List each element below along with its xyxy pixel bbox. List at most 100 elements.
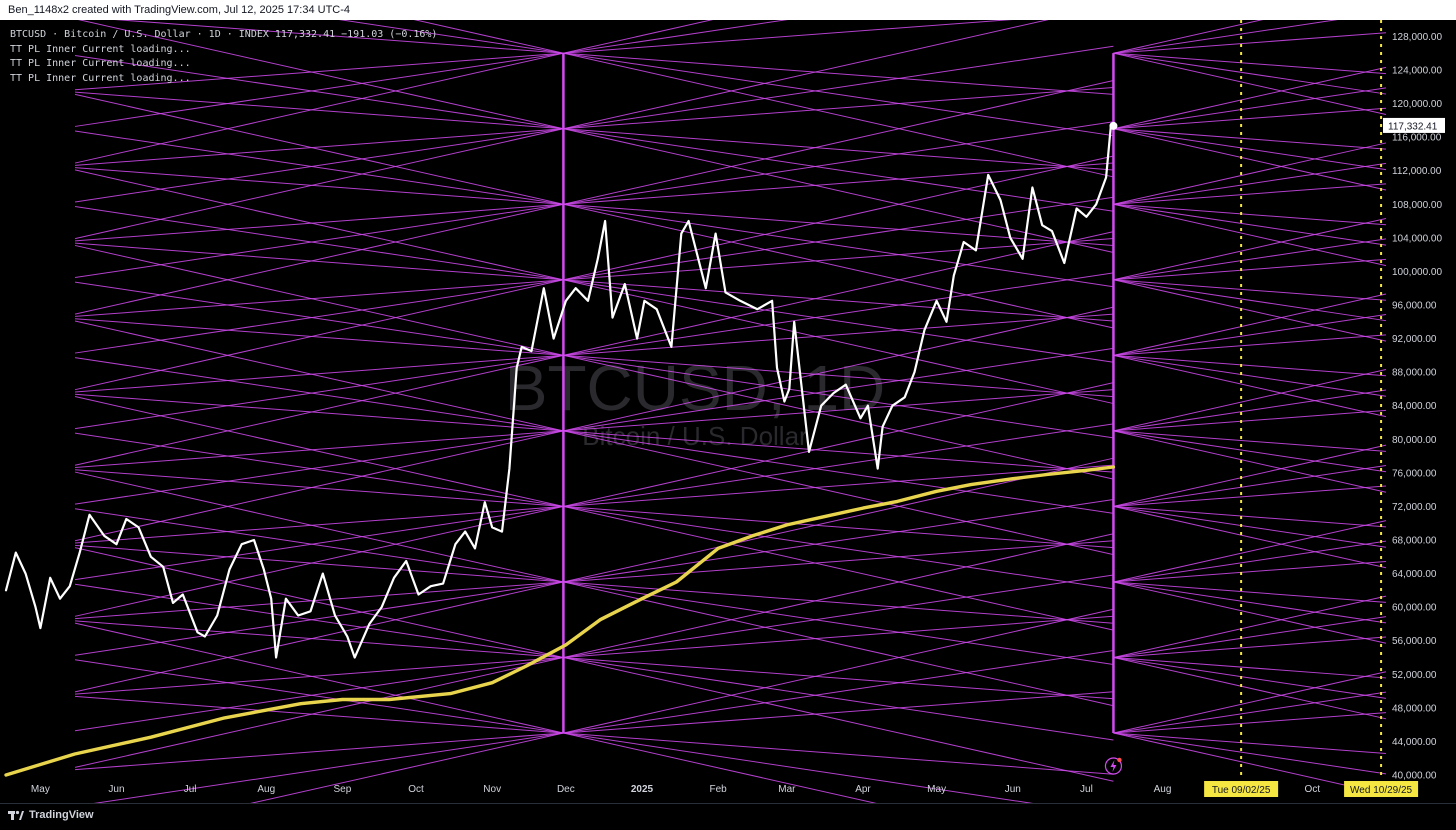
pitch-line <box>74 162 1114 242</box>
x-tick-label: Mar <box>778 784 796 795</box>
y-tick-label: 44,000.00 <box>1392 737 1437 748</box>
pitch-line <box>77 20 1114 253</box>
pitch-line <box>1113 20 1339 54</box>
pitch-line <box>74 313 1114 393</box>
pitch-line <box>74 130 1114 288</box>
y-tick-label: 104,000.00 <box>1392 233 1442 244</box>
x-tick-label: Aug <box>1154 784 1172 795</box>
x-tick-label: Oct <box>408 784 424 795</box>
y-axis[interactable]: 40,000.00 44,000.00 48,000.00 52,000.00 56,0… <box>1383 32 1445 782</box>
tradingview-brand: TradingView <box>29 809 94 821</box>
pitch-line <box>74 54 1114 212</box>
y-tick-label: 72,000.00 <box>1392 502 1437 513</box>
pitch-line <box>1113 505 1387 528</box>
pitch-line <box>74 457 1114 693</box>
pitch-line <box>74 206 1114 363</box>
pitch-line <box>114 20 1114 95</box>
date-marker-badge <box>1344 781 1419 797</box>
pitch-line <box>1113 354 1387 377</box>
y-tick-label: 80,000.00 <box>1392 435 1437 446</box>
pitch-line <box>1113 128 1387 150</box>
pitch-line <box>74 167 1114 247</box>
y-tick-label: 88,000.00 <box>1392 368 1437 379</box>
pitch-line <box>1113 430 1387 452</box>
x-tick-label: Sep <box>334 784 352 795</box>
pitch-line <box>1113 732 1387 775</box>
pitch-line <box>1113 203 1387 267</box>
symbol-watermark: BTCUSD, 1D Bitcoin / U.S. Dollar <box>505 352 886 451</box>
y-tick-label: 112,000.00 <box>1392 166 1442 177</box>
legend-indicator-line[interactable]: TT PL Inner Current loading... <box>10 58 191 69</box>
pitch-line <box>74 93 1114 329</box>
pitch-line <box>1113 430 1387 473</box>
x-tick-label: Jun <box>1005 784 1021 795</box>
price-series-line <box>4 123 1115 659</box>
price-chart[interactable]: BTCUSD, 1D Bitcoin / U.S. Dollar 40,000.… <box>0 20 1456 803</box>
pitch-line <box>74 508 1114 665</box>
tradingview-logo[interactable]: TradingView <box>8 809 94 821</box>
pitch-line <box>1113 354 1387 418</box>
legend-indicator-line[interactable]: TT PL Inner Current loading... <box>10 43 191 55</box>
x-tick-label: Dec <box>557 784 575 795</box>
pitch-line <box>1113 505 1387 548</box>
x-tick-label: Jul <box>184 784 197 795</box>
pitch-line <box>74 389 1114 469</box>
pitch-line <box>1113 279 1387 322</box>
pitch-line <box>74 547 1114 782</box>
pitch-line <box>1113 561 1387 583</box>
pitch-line <box>1113 540 1387 583</box>
pitch-line <box>1113 581 1387 603</box>
pitch-line <box>74 357 1114 514</box>
pitch-line <box>1113 595 1387 658</box>
pitch-line <box>1113 712 1387 734</box>
x-tick-label: 2025 <box>631 784 654 795</box>
y-tick-label: 68,000.00 <box>1392 535 1437 546</box>
x-axis[interactable]: May Jun Jul Aug Sep Oct Nov Dec 2025 Feb Mar Apr May… <box>31 781 1419 797</box>
y-tick-label: 84,000.00 <box>1392 401 1437 412</box>
pitch-line <box>74 423 1114 581</box>
legend-indicator-line[interactable]: TT PL Inner Current loading... <box>10 72 191 84</box>
pitch-line <box>1113 334 1387 356</box>
pitch-line <box>74 396 1114 631</box>
date-marker-label: Wed 10/29/25 <box>1350 785 1413 796</box>
pitch-line <box>74 80 1114 315</box>
date-marker-badge <box>1204 781 1279 797</box>
y-tick-label: 124,000.00 <box>1392 65 1442 76</box>
pitch-line <box>74 272 1114 430</box>
pitch-line <box>1113 485 1387 507</box>
pitch-lines <box>74 20 1387 803</box>
pitch-line <box>74 306 1114 542</box>
pitch-line <box>74 574 1114 732</box>
pitch-line <box>1113 293 1387 356</box>
pitch-line <box>74 620 1114 700</box>
pitch-line <box>250 608 1114 803</box>
y-tick-label: 100,000.00 <box>1392 267 1442 278</box>
pitch-line <box>1113 691 1387 734</box>
lightning-bolt-icon <box>1110 760 1117 772</box>
pitch-line <box>1113 656 1387 699</box>
pitch-line <box>1113 279 1387 301</box>
pitch-line <box>1113 657 1387 720</box>
x-tick-label: May <box>927 784 946 795</box>
pitch-line <box>74 281 1114 439</box>
legend-symbol-line[interactable]: BTCUSD · Bitcoin / U.S. Dollar · 1D · IN… <box>10 29 438 40</box>
pitch-line <box>1113 581 1387 644</box>
pitch-line <box>74 498 1114 656</box>
alert-dot-icon <box>1117 757 1122 763</box>
pitch-line <box>1113 217 1387 281</box>
moving-average-line <box>4 465 1116 777</box>
pitch-line <box>1113 183 1387 205</box>
pitch-line <box>338 20 1114 137</box>
pitch-line <box>1113 732 1387 754</box>
pitch-line <box>74 20 714 164</box>
pitch-line <box>1113 636 1387 658</box>
pitch-line <box>413 20 1114 178</box>
pitch-line <box>1113 354 1387 397</box>
current-price-label: 117,332.41 <box>1388 121 1438 132</box>
date-marker-label: Tue 09/02/25 <box>1212 785 1271 796</box>
y-tick-label: 56,000.00 <box>1392 636 1437 647</box>
x-tick-label: Jun <box>108 784 124 795</box>
pitch-line <box>1113 128 1387 171</box>
pitch-line <box>74 121 1114 279</box>
pitch-line <box>1113 87 1387 130</box>
